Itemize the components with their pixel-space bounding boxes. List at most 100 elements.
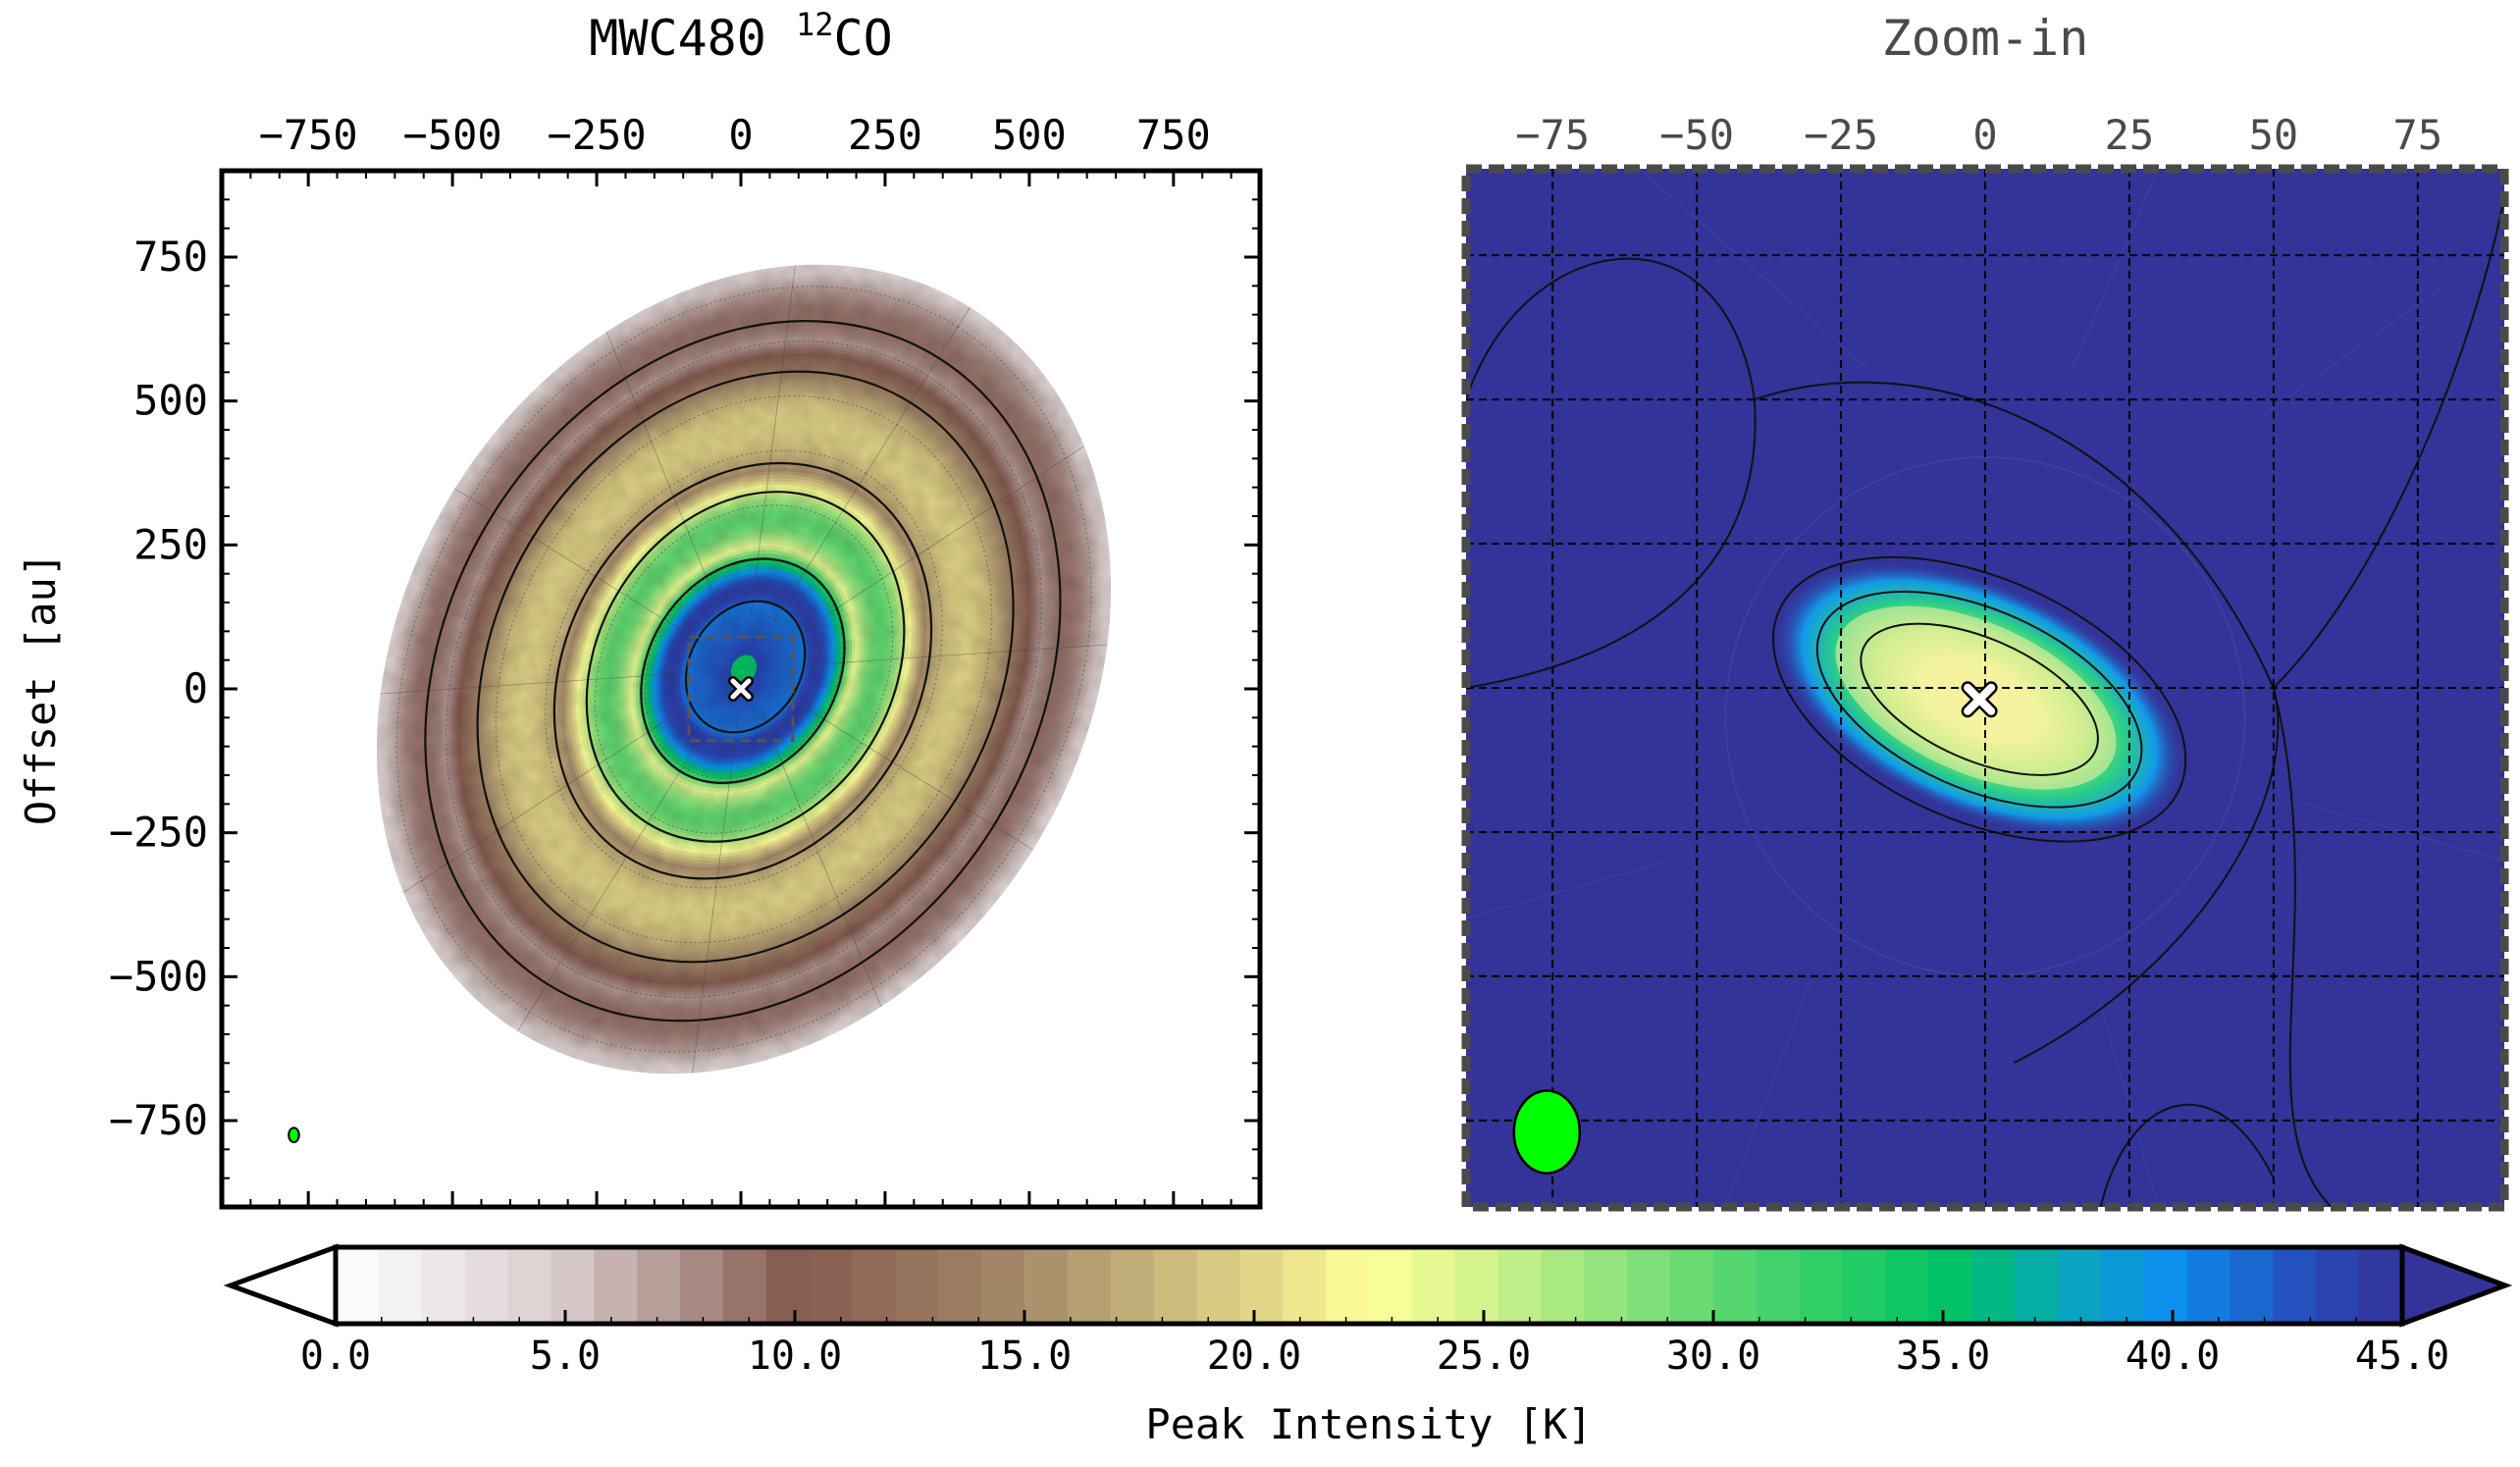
contour bbox=[1771, 555, 2187, 843]
faint-spoke bbox=[1466, 860, 1668, 919]
colorbar-cell bbox=[1928, 1247, 1973, 1324]
colorbar-cell bbox=[1153, 1247, 1198, 1324]
grid-spoke bbox=[789, 445, 1085, 640]
zoom-x-tick-label: 0 bbox=[1972, 111, 1997, 159]
zoom-panel: Zoom-in −75 −50 −25 0 25 50 75 bbox=[1461, 10, 2509, 1212]
colorbar-cell bbox=[1497, 1247, 1543, 1324]
faint-spoke bbox=[2244, 284, 2447, 429]
colorbar-cell bbox=[1971, 1247, 2016, 1324]
colorbar-extend-low bbox=[223, 1243, 339, 1328]
x-tick-label: 500 bbox=[992, 111, 1067, 159]
main-x-ticks: −750 −500 −250 0 250 500 750 bbox=[249, 111, 1233, 1207]
colorbar: 0.0 5.0 10.0 15.0 20.0 25.0 30.0 35.0 40.0 45.0 P… bbox=[223, 1243, 2513, 1448]
colorbar-cell bbox=[1713, 1247, 1758, 1324]
faint-spoke bbox=[2071, 169, 2159, 371]
colorbar-cell bbox=[852, 1247, 897, 1324]
zoom-star-marker bbox=[1961, 681, 1998, 718]
colorbar-cell bbox=[680, 1247, 724, 1324]
colorbar-cell bbox=[2273, 1247, 2318, 1324]
colorbar-cell bbox=[464, 1247, 509, 1324]
y-tick-label: 750 bbox=[133, 233, 208, 281]
grid-ring bbox=[446, 341, 1042, 998]
grid-ring bbox=[545, 449, 943, 889]
colorbar-cell bbox=[378, 1247, 423, 1324]
outer-contour bbox=[2099, 1103, 2275, 1207]
colorbar-cell bbox=[2058, 1247, 2102, 1324]
colorbar-ticks: 0.0 5.0 10.0 15.0 20.0 25.0 30.0 35.0 40.0 45.0 bbox=[300, 1310, 2449, 1379]
contour bbox=[1860, 622, 2099, 776]
colorbar-tick-label: 0.0 bbox=[300, 1334, 371, 1379]
disk-texture bbox=[376, 264, 1112, 1074]
grid-spoke bbox=[605, 332, 726, 624]
colorbar-cells bbox=[336, 1247, 2403, 1324]
colorbar-cell bbox=[2100, 1247, 2145, 1324]
disk-contour bbox=[476, 370, 1015, 964]
main-title: MWC480 12CO bbox=[589, 6, 892, 67]
colorbar-extend-high bbox=[2399, 1243, 2513, 1328]
colorbar-cell bbox=[2186, 1247, 2231, 1324]
outer-contour bbox=[1754, 381, 2280, 1064]
y-tick-label: 250 bbox=[133, 520, 208, 568]
outer-contour bbox=[2272, 687, 2333, 1207]
colorbar-cell bbox=[594, 1247, 638, 1324]
x-tick-label: 0 bbox=[728, 111, 753, 159]
faint-spoke bbox=[1639, 169, 1870, 372]
colorbar-tick-label: 35.0 bbox=[1896, 1334, 1990, 1379]
contour bbox=[1815, 590, 2143, 809]
colorbar-frame bbox=[333, 1244, 2405, 1327]
colorbar-tick-label: 25.0 bbox=[1437, 1334, 1531, 1379]
colorbar-cell bbox=[1670, 1247, 1714, 1324]
disk-contour bbox=[585, 491, 906, 843]
colorbar-tick-label: 45.0 bbox=[2355, 1334, 2449, 1379]
colorbar-cell bbox=[1239, 1247, 1285, 1324]
zoom-x-tick-label: −75 bbox=[1515, 111, 1590, 159]
star-cross bbox=[730, 678, 752, 700]
disk-polar-grid bbox=[380, 265, 1108, 1074]
colorbar-cell bbox=[1541, 1247, 1586, 1324]
beam-ellipse bbox=[288, 1126, 300, 1144]
colorbar-cell bbox=[1627, 1247, 1671, 1324]
colorbar-cell bbox=[2359, 1247, 2403, 1324]
colorbar-cell bbox=[1024, 1247, 1069, 1324]
zoom-x-tick-label: 25 bbox=[2105, 111, 2155, 159]
colorbar-cell bbox=[2015, 1247, 2059, 1324]
colorbar-cell bbox=[336, 1247, 380, 1324]
disk-emission-image bbox=[376, 264, 1112, 1074]
x-tick-label: 250 bbox=[848, 111, 922, 159]
colorbar-cell bbox=[1067, 1247, 1112, 1324]
main-y-ticks: 750 500 250 0 −250 −500 −750 bbox=[109, 198, 1260, 1179]
colorbar-tick-label: 5.0 bbox=[530, 1334, 601, 1379]
colorbar-tick-label: 15.0 bbox=[977, 1334, 1072, 1379]
y-tick-label: −250 bbox=[109, 809, 208, 857]
colorbar-cell bbox=[1799, 1247, 1844, 1324]
colorbar-cell bbox=[637, 1247, 681, 1324]
colorbar-tick-label: 30.0 bbox=[1666, 1334, 1760, 1379]
colorbar-cell bbox=[981, 1247, 1025, 1324]
zoom-x-tick-label: 50 bbox=[2249, 111, 2299, 159]
zoom-region-box bbox=[687, 635, 795, 743]
colorbar-label: Peak Intensity [K] bbox=[1145, 1400, 1592, 1448]
x-tick-label: −750 bbox=[259, 111, 358, 159]
star-cross bbox=[1964, 683, 1996, 715]
colorbar-cell bbox=[551, 1247, 596, 1324]
star-marker bbox=[728, 676, 754, 702]
zoom-x-ticks: −75 −50 −25 0 25 50 75 bbox=[1515, 111, 2442, 159]
colorbar-cell bbox=[895, 1247, 940, 1324]
colorbar-cell bbox=[938, 1247, 982, 1324]
colorbar-cell bbox=[1110, 1247, 1155, 1324]
colorbar-cell bbox=[2316, 1247, 2360, 1324]
grid-spoke bbox=[773, 306, 971, 621]
zoom-title: Zoom-in bbox=[1882, 10, 2089, 67]
y-tick-label: −500 bbox=[109, 952, 208, 1000]
x-tick-label: 750 bbox=[1136, 111, 1211, 159]
disk-contour bbox=[640, 557, 846, 784]
y-tick-label: 0 bbox=[184, 664, 208, 712]
y-tick-label: 500 bbox=[133, 377, 208, 425]
grid-ring bbox=[693, 613, 795, 725]
y-tick-label: −750 bbox=[109, 1096, 208, 1144]
colorbar-cell bbox=[809, 1247, 854, 1324]
colorbar-cell bbox=[421, 1247, 466, 1324]
zoom-contours bbox=[1466, 197, 2504, 1207]
grid-ring bbox=[395, 286, 1092, 1053]
